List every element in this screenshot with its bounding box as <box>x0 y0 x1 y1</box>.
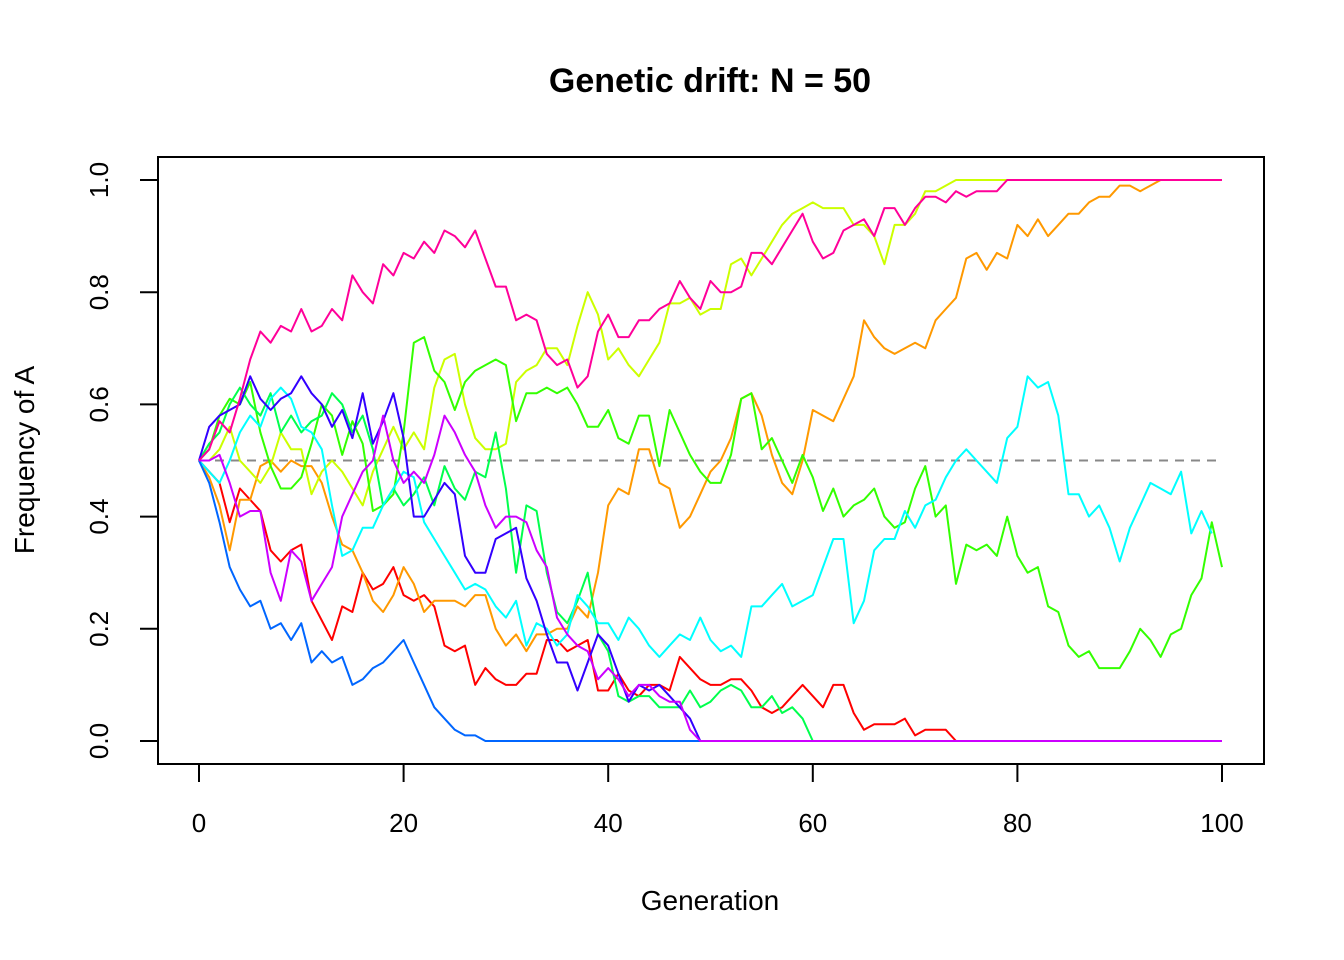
y-tick-label: 0.6 <box>84 386 114 422</box>
series-line-spring-green <box>198 386 1222 742</box>
series-line-yellow-green <box>199 179 1222 507</box>
series-line-green <box>198 336 1223 670</box>
y-tick-label: 0.8 <box>84 274 114 310</box>
series-line-orange <box>198 179 1222 653</box>
x-tick-label: 20 <box>389 808 418 838</box>
series-line-blue <box>198 460 1222 742</box>
series-line-violet <box>199 414 1222 742</box>
y-tick-label: 0.0 <box>84 723 114 759</box>
x-tick-label: 60 <box>798 808 827 838</box>
chart-title: Genetic drift: N = 50 <box>549 62 871 100</box>
x-axis: 0 20 40 60 80 100 <box>192 763 1244 838</box>
y-tick-label: 0.2 <box>84 611 114 647</box>
x-tick-label: 80 <box>1003 808 1032 838</box>
x-tick-label: 40 <box>594 808 623 838</box>
x-tick-label: 0 <box>192 808 206 838</box>
series-group <box>198 179 1223 742</box>
y-tick-label: 1.0 <box>84 162 114 198</box>
x-tick-label: 100 <box>1200 808 1243 838</box>
series-line-cyan <box>198 375 1213 658</box>
x-axis-label: Generation <box>641 885 780 916</box>
y-axis: 0.0 0.2 0.4 0.6 0.8 1.0 <box>84 162 159 759</box>
series-line-red <box>198 459 1222 742</box>
y-axis-label: Frequency of A <box>9 366 40 555</box>
y-tick-label: 0.4 <box>84 499 114 535</box>
series-line-magenta <box>198 179 1222 462</box>
